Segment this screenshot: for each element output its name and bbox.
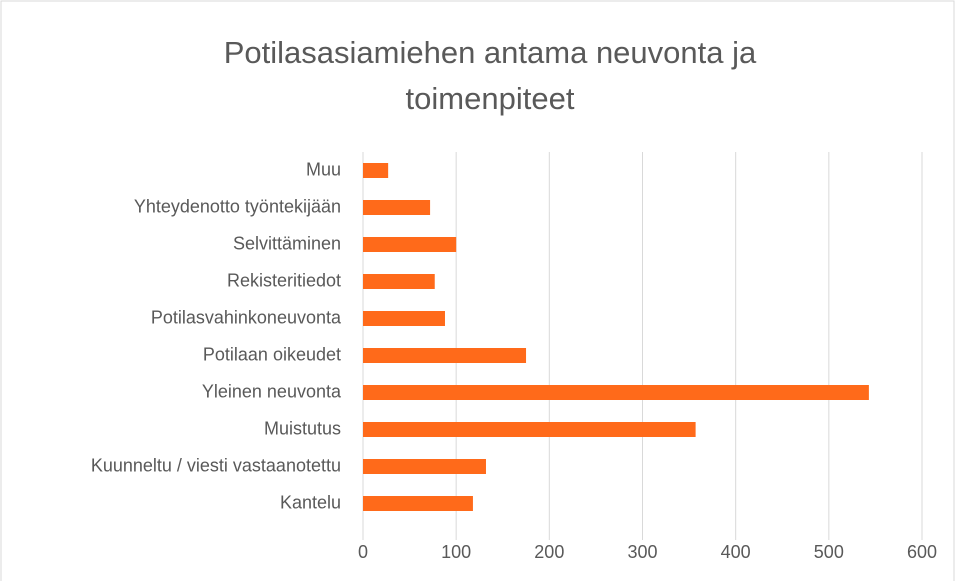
y-tick-label: Yhteydenotto työntekijään <box>134 196 341 216</box>
bar <box>363 311 445 326</box>
y-tick-label: Potilasvahinkoneuvonta <box>151 307 342 327</box>
y-tick-label: Kuunneltu / viesti vastaanotettu <box>91 455 341 475</box>
bar <box>363 274 435 289</box>
bar <box>363 385 869 400</box>
x-tick-label: 0 <box>358 542 368 562</box>
bar <box>363 348 527 363</box>
bar <box>363 163 389 178</box>
x-tick-label: 400 <box>721 542 751 562</box>
y-tick-label: Muu <box>306 159 341 179</box>
bar <box>363 459 486 474</box>
x-tick-label: 300 <box>627 542 657 562</box>
bar <box>363 200 431 215</box>
x-tick-label: 600 <box>907 542 937 562</box>
chart-title: Potilasasiamiehen antama neuvonta ja toi… <box>223 35 757 116</box>
bar <box>363 496 473 511</box>
x-tick-label: 200 <box>534 542 564 562</box>
bar <box>363 237 457 252</box>
y-tick-label: Kantelu <box>280 492 341 512</box>
x-tick-label: 100 <box>441 542 471 562</box>
y-tick-label: Rekisteritiedot <box>227 270 341 290</box>
y-tick-label: Yleinen neuvonta <box>202 381 342 401</box>
y-tick-label: Selvittäminen <box>233 233 341 253</box>
y-tick-label: Muistutus <box>264 418 341 438</box>
bar <box>363 422 696 437</box>
x-tick-label: 500 <box>814 542 844 562</box>
y-tick-label: Potilaan oikeudet <box>203 344 341 364</box>
